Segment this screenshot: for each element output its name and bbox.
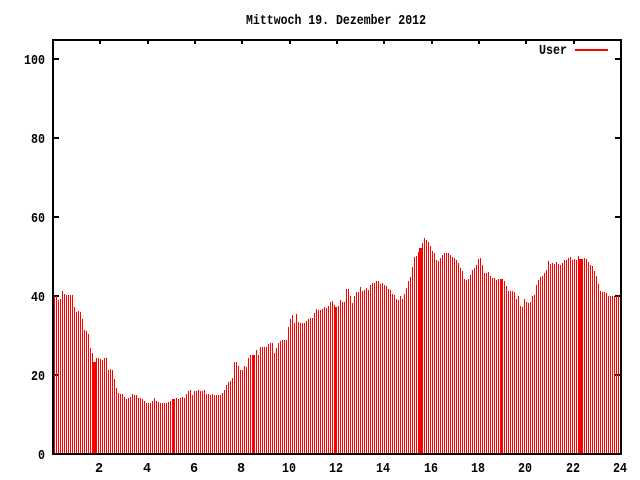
- svg-text:18: 18: [471, 462, 485, 477]
- svg-text:80: 80: [31, 133, 45, 148]
- svg-text:20: 20: [518, 462, 532, 477]
- svg-text:10: 10: [282, 462, 296, 477]
- svg-text:0: 0: [38, 449, 45, 464]
- svg-text:16: 16: [424, 462, 438, 477]
- svg-text:14: 14: [376, 462, 390, 477]
- svg-text:2: 2: [95, 462, 103, 477]
- svg-text:User: User: [539, 44, 567, 59]
- svg-text:20: 20: [31, 370, 45, 385]
- svg-text:24: 24: [613, 462, 627, 477]
- svg-text:60: 60: [31, 212, 45, 227]
- svg-text:8: 8: [237, 462, 245, 477]
- svg-text:6: 6: [190, 462, 198, 477]
- svg-text:Mittwoch 19. Dezember 2012: Mittwoch 19. Dezember 2012: [246, 14, 426, 29]
- svg-text:12: 12: [329, 462, 343, 477]
- svg-text:40: 40: [31, 291, 45, 306]
- svg-text:4: 4: [143, 462, 151, 477]
- svg-text:100: 100: [24, 54, 45, 69]
- svg-text:22: 22: [566, 462, 580, 477]
